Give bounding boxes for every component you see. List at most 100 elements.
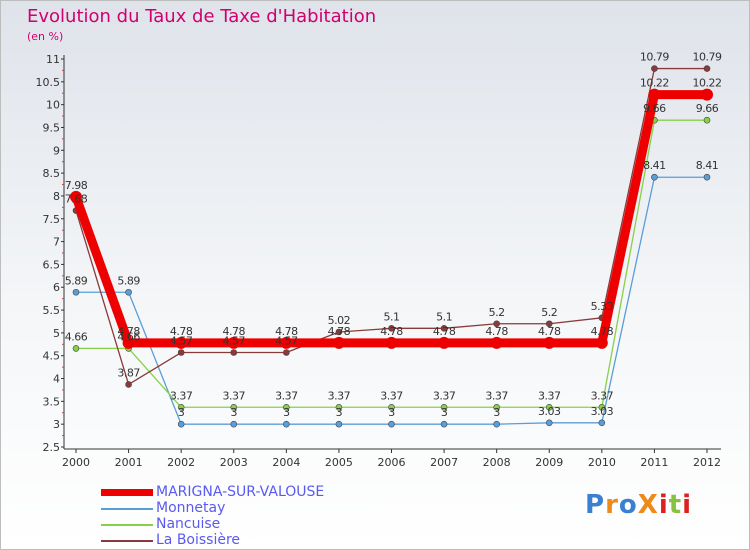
data-label: 4.66 bbox=[117, 330, 140, 343]
logo-letter: r bbox=[605, 490, 619, 520]
axes: 2.5 3 3.5 4 4.5 5 5.5 6 6.5 7 7.5 8 8.5 9 9.5 10 10.5 11 2… bbox=[36, 53, 721, 469]
data-labels: 7.98 4.78 4.78 4.78 4.78 4.78 4.78 4.78 4.78 4.78… bbox=[65, 51, 723, 420]
data-label: 10.22 bbox=[693, 77, 722, 90]
y-tick-label: 3.5 bbox=[43, 395, 61, 408]
series-lines bbox=[70, 65, 713, 428]
legend-swatch-laboissiere bbox=[101, 540, 153, 542]
y-tick-label: 10 bbox=[46, 99, 60, 112]
data-label: 5.2 bbox=[489, 306, 505, 319]
logo-letter: i bbox=[682, 490, 693, 520]
data-label: 4.78 bbox=[328, 325, 351, 338]
data-point bbox=[598, 419, 606, 427]
legend-swatch-monnetay bbox=[101, 508, 153, 510]
legend-label: La Boissière bbox=[156, 532, 241, 548]
logo-letter: X bbox=[637, 490, 659, 520]
data-label: 3.37 bbox=[223, 389, 246, 402]
legend-label: Nancuise bbox=[156, 516, 221, 532]
legend-swatch-nancuise bbox=[101, 524, 153, 526]
data-point bbox=[438, 336, 451, 349]
y-tick-label: 7 bbox=[53, 236, 60, 249]
data-label: 3 bbox=[388, 406, 395, 419]
logo-letter: P bbox=[585, 490, 606, 520]
data-label: 3.37 bbox=[485, 389, 508, 402]
data-label: 4.78 bbox=[433, 325, 456, 338]
data-point bbox=[493, 320, 500, 328]
data-label: 3.37 bbox=[433, 389, 456, 402]
data-label: 4.57 bbox=[275, 335, 298, 348]
data-point bbox=[545, 403, 553, 411]
data-label: 10.22 bbox=[640, 77, 669, 90]
logo-letter: o bbox=[618, 490, 638, 520]
data-point bbox=[177, 403, 185, 411]
data-point bbox=[122, 336, 135, 349]
data-label: 10.79 bbox=[693, 51, 722, 64]
data-label: 5.2 bbox=[541, 306, 557, 319]
data-point bbox=[280, 336, 293, 349]
data-point bbox=[227, 336, 240, 349]
data-point bbox=[440, 420, 448, 428]
data-point bbox=[440, 325, 448, 332]
data-label: 9.66 bbox=[643, 102, 666, 115]
data-label: 3 bbox=[493, 406, 500, 419]
data-point bbox=[283, 349, 290, 356]
data-point bbox=[72, 288, 80, 296]
data-point bbox=[125, 288, 132, 296]
y-tick-label: 9 bbox=[53, 144, 60, 157]
data-label: 3 bbox=[441, 406, 448, 419]
x-tick-label: 2009 bbox=[535, 456, 563, 469]
data-label: 4.78 bbox=[223, 325, 246, 338]
data-label: 4.66 bbox=[65, 330, 88, 343]
y-tick-label: 4.5 bbox=[43, 350, 61, 363]
data-point bbox=[651, 173, 658, 181]
data-point bbox=[230, 420, 238, 428]
y-tick-label: 9.5 bbox=[43, 121, 61, 134]
data-label: 5.89 bbox=[65, 274, 88, 287]
x-tick-label: 2012 bbox=[693, 456, 721, 469]
x-tick-label: 2004 bbox=[272, 456, 300, 469]
data-point bbox=[648, 88, 661, 101]
data-label: 3.37 bbox=[170, 389, 193, 402]
data-point bbox=[70, 190, 82, 203]
x-tick-label: 2003 bbox=[220, 456, 248, 469]
data-point bbox=[177, 349, 185, 356]
data-point bbox=[703, 173, 711, 181]
data-point bbox=[490, 336, 503, 349]
x-tick-label: 2001 bbox=[115, 456, 143, 469]
data-label: 8.41 bbox=[696, 159, 719, 172]
data-label: 3 bbox=[231, 406, 238, 419]
data-label: 4.78 bbox=[117, 325, 140, 338]
data-label: 7.68 bbox=[65, 193, 88, 206]
chart-unit: (en %) bbox=[27, 30, 64, 43]
x-tick-label: 2007 bbox=[430, 456, 458, 469]
data-point bbox=[72, 345, 80, 352]
x-tick-label: 2011 bbox=[640, 456, 668, 469]
data-point bbox=[543, 336, 556, 349]
data-label: 10.79 bbox=[640, 51, 669, 64]
data-point bbox=[545, 419, 553, 427]
y-tick-label: 10.5 bbox=[36, 76, 61, 89]
data-point bbox=[283, 403, 290, 411]
x-tick-label: 2006 bbox=[378, 456, 406, 469]
proxiti-logo: ProXiti bbox=[585, 490, 692, 520]
chart-title: Evolution du Taux de Taxe d'Habitation bbox=[27, 6, 377, 27]
data-label: 3.87 bbox=[117, 366, 140, 379]
data-point bbox=[703, 116, 711, 124]
data-point bbox=[335, 403, 343, 411]
data-point bbox=[283, 420, 290, 428]
data-point bbox=[385, 336, 398, 349]
y-tick-label: 7.5 bbox=[43, 213, 61, 226]
y-tick-label: 3 bbox=[53, 418, 60, 431]
data-point bbox=[335, 420, 343, 428]
data-label: 3.37 bbox=[538, 389, 561, 402]
data-point bbox=[388, 403, 395, 411]
logo-letter: i bbox=[658, 490, 669, 520]
data-label: 3.37 bbox=[380, 389, 403, 402]
data-label: 3.03 bbox=[591, 405, 614, 418]
data-label: 3.37 bbox=[591, 389, 614, 402]
y-tick-label: 5 bbox=[53, 327, 60, 340]
x-tick-label: 2005 bbox=[325, 456, 353, 469]
data-label: 5.33 bbox=[591, 300, 614, 313]
data-point bbox=[388, 420, 395, 428]
data-label: 9.66 bbox=[696, 102, 719, 115]
